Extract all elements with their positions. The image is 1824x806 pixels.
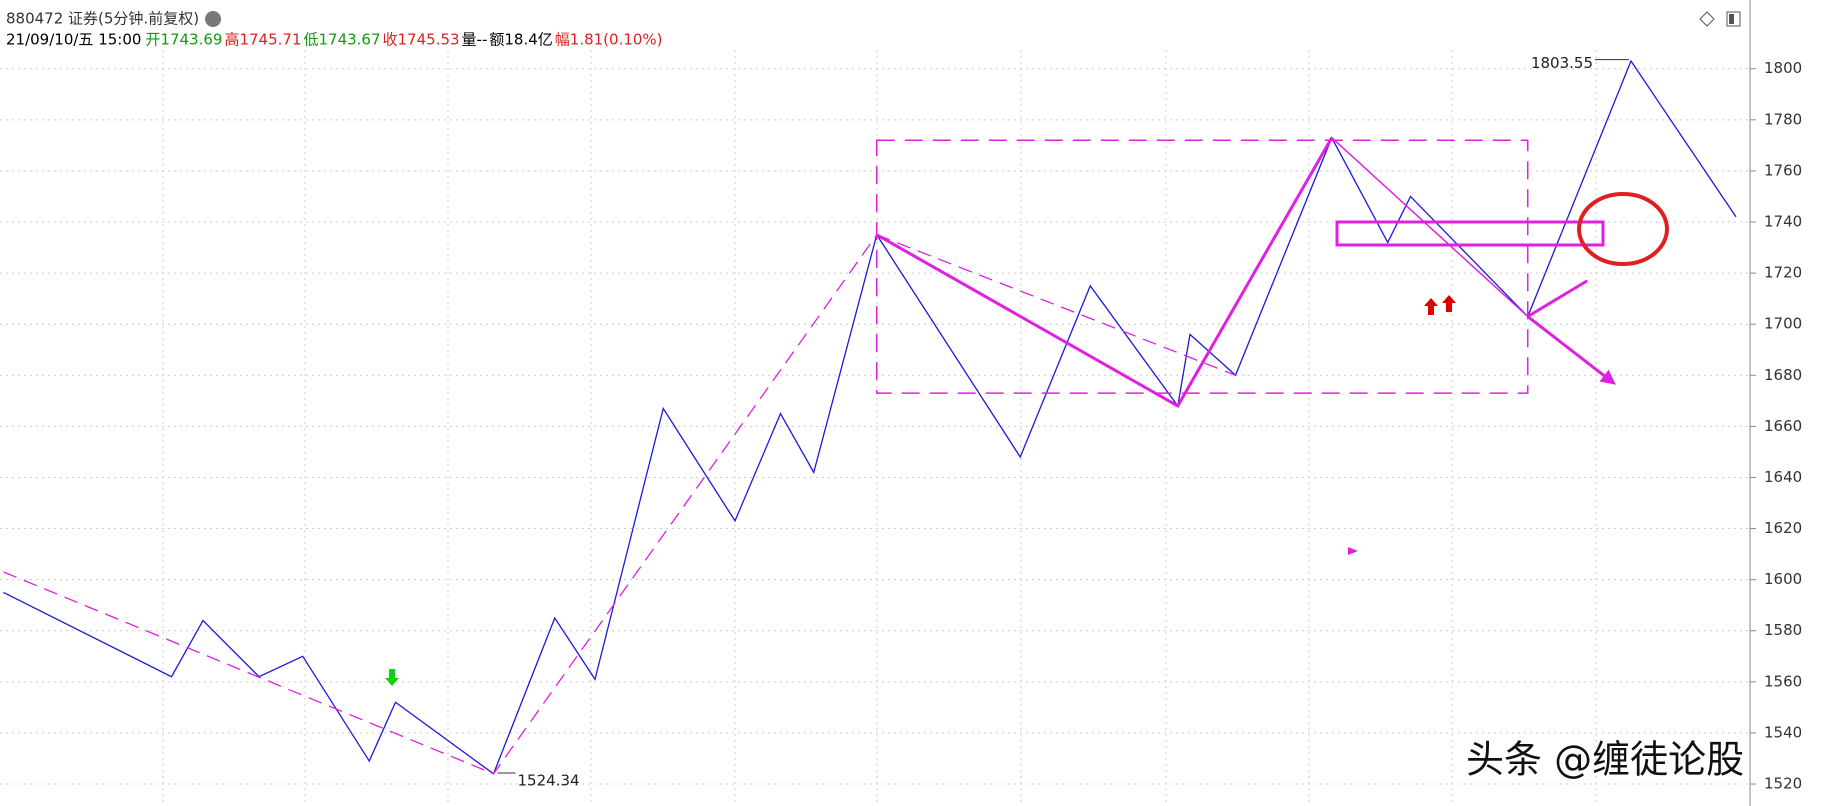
title-icon[interactable] — [205, 11, 222, 27]
series-line — [3, 234, 878, 775]
y-tick-label: 1600 — [1764, 570, 1802, 588]
y-tick-label: 1780 — [1764, 110, 1802, 128]
box — [876, 139, 1529, 394]
y-tick-label: 1540 — [1764, 723, 1802, 741]
y-tick-label: 1520 — [1764, 775, 1802, 793]
y-tick-label: 1580 — [1764, 621, 1802, 639]
y-tick-label: 1620 — [1764, 519, 1802, 537]
series-line — [1331, 137, 1529, 318]
series-line — [1526, 279, 1589, 318]
y-tick-label: 1760 — [1764, 161, 1802, 179]
header-item: 21/09/10/五 15:00 — [6, 31, 141, 49]
header-item: 开1743.69 — [145, 31, 222, 49]
series-line — [3, 59, 1737, 775]
header-item: 幅1.81(0.10%) — [555, 31, 663, 49]
series-line — [876, 234, 1236, 376]
header-item: 高1745.71 — [224, 31, 301, 49]
y-tick-label: 1800 — [1764, 59, 1802, 77]
up-arrow — [1442, 295, 1456, 312]
header-items: 21/09/10/五 15:00 开1743.69 高1745.71 低1743.67… — [6, 31, 663, 49]
down-arrow — [385, 669, 399, 686]
annotation: 1524.34 — [518, 771, 580, 789]
header-item: 收1745.53 — [383, 31, 460, 49]
icon[interactable] — [1699, 11, 1715, 27]
header-item: 低1743.67 — [303, 31, 380, 49]
plot: 1803.55 1524.34 — [3, 54, 1737, 789]
icon[interactable] — [1726, 11, 1741, 27]
chart-title: 880472 证券(5分钟.前复权) — [6, 10, 199, 28]
series-line — [1526, 315, 1616, 385]
box — [1335, 220, 1605, 247]
marker — [1348, 547, 1358, 555]
y-tick-label: 1560 — [1764, 672, 1802, 690]
y-tick-label: 1660 — [1764, 417, 1802, 435]
series-line — [876, 136, 1334, 408]
y-tick-label: 1700 — [1764, 315, 1802, 333]
highlight-circle — [1577, 192, 1669, 266]
y-tick-label: 1720 — [1764, 264, 1802, 282]
up-arrow — [1424, 298, 1438, 315]
watermark: 头条 @缠徒论股 — [1466, 738, 1744, 782]
header-item: 额18.4亿 — [489, 31, 552, 49]
y-tick-label: 1640 — [1764, 468, 1802, 486]
header-item: 量-- — [462, 31, 488, 49]
y-tick-label: 1680 — [1764, 366, 1802, 384]
annotation: 1803.55 — [1531, 54, 1593, 72]
icon — [1729, 14, 1734, 24]
y-tick-label: 1740 — [1764, 213, 1802, 231]
